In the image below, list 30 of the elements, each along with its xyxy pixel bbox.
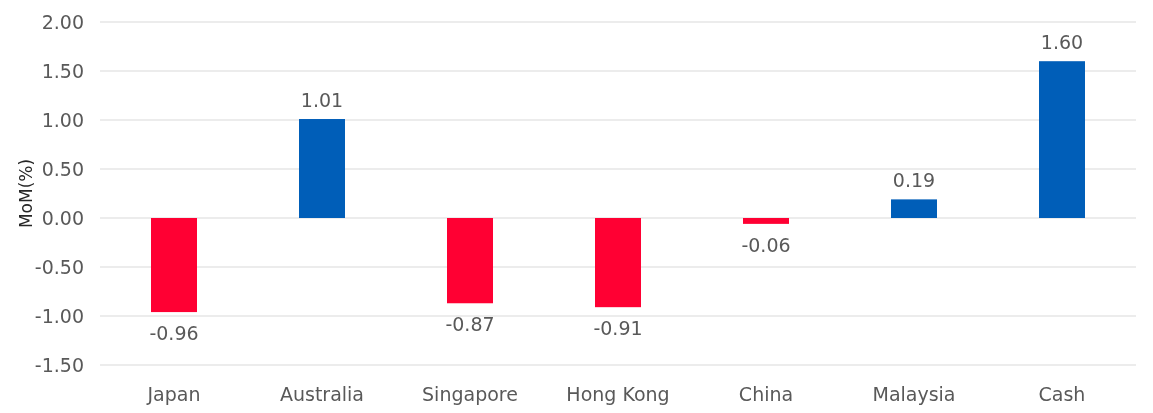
bar xyxy=(151,218,197,313)
bar xyxy=(1039,61,1085,218)
y-tick-label: 1.00 xyxy=(41,108,84,131)
data-label: -0.91 xyxy=(593,317,643,340)
y-tick-label: 0.00 xyxy=(41,206,84,229)
data-label: -0.96 xyxy=(149,322,199,345)
x-tick-label: Singapore xyxy=(422,383,518,405)
x-tick-label: China xyxy=(738,383,794,405)
y-tick-label: 1.50 xyxy=(41,59,84,82)
data-label: 0.19 xyxy=(892,169,936,192)
bar xyxy=(891,199,937,218)
x-tick-label: Hong Kong xyxy=(566,383,670,405)
data-label: 1.60 xyxy=(1040,31,1084,54)
x-tick-label: Japan xyxy=(146,383,201,405)
bar xyxy=(595,218,641,308)
data-label: 1.01 xyxy=(300,89,344,112)
x-tick-label: Cash xyxy=(1038,383,1086,405)
y-tick-label: 2.00 xyxy=(41,10,84,33)
y-tick-label: -0.50 xyxy=(34,255,84,278)
y-axis-title: MoM(%) xyxy=(16,158,36,229)
x-tick-label: Malaysia xyxy=(872,383,956,405)
data-label: -0.87 xyxy=(445,313,495,336)
y-tick-label: -1.00 xyxy=(34,304,84,327)
bar xyxy=(743,218,789,224)
y-tick-label: -1.50 xyxy=(34,353,84,376)
bar xyxy=(299,119,345,218)
data-label: -0.06 xyxy=(741,233,791,256)
bar xyxy=(447,218,493,304)
y-tick-label: 0.50 xyxy=(41,157,84,180)
x-tick-label: Australia xyxy=(279,383,365,405)
